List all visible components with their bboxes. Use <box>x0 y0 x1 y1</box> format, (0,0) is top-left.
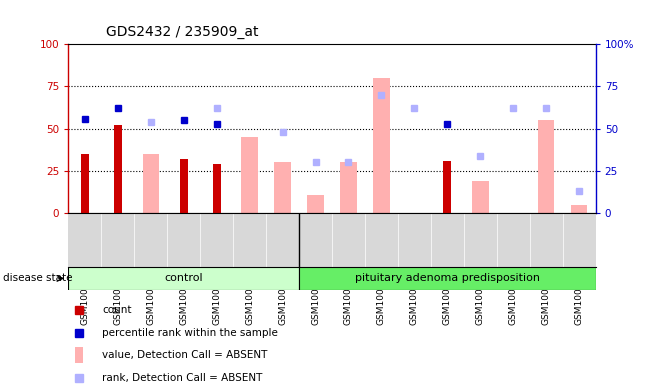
Text: percentile rank within the sample: percentile rank within the sample <box>102 328 278 338</box>
Text: control: control <box>165 273 203 283</box>
Bar <box>242 137 258 213</box>
Text: GDS2432 / 235909_at: GDS2432 / 235909_at <box>106 25 258 39</box>
Bar <box>472 181 488 213</box>
Text: value, Detection Call = ABSENT: value, Detection Call = ABSENT <box>102 350 268 360</box>
Text: pituitary adenoma predisposition: pituitary adenoma predisposition <box>355 273 540 283</box>
Text: disease state: disease state <box>3 273 73 283</box>
Bar <box>340 162 357 213</box>
Bar <box>571 205 587 213</box>
Bar <box>68 267 299 290</box>
Bar <box>538 120 555 213</box>
Bar <box>143 154 159 213</box>
Bar <box>307 195 324 213</box>
Bar <box>81 154 89 213</box>
Text: count: count <box>102 305 132 315</box>
Bar <box>180 159 188 213</box>
Text: rank, Detection Call = ABSENT: rank, Detection Call = ABSENT <box>102 373 262 383</box>
Bar <box>212 164 221 213</box>
Bar <box>274 162 291 213</box>
Bar <box>373 78 390 213</box>
Bar <box>443 161 452 213</box>
Bar <box>299 267 596 290</box>
Bar <box>114 125 122 213</box>
Bar <box>75 347 83 363</box>
